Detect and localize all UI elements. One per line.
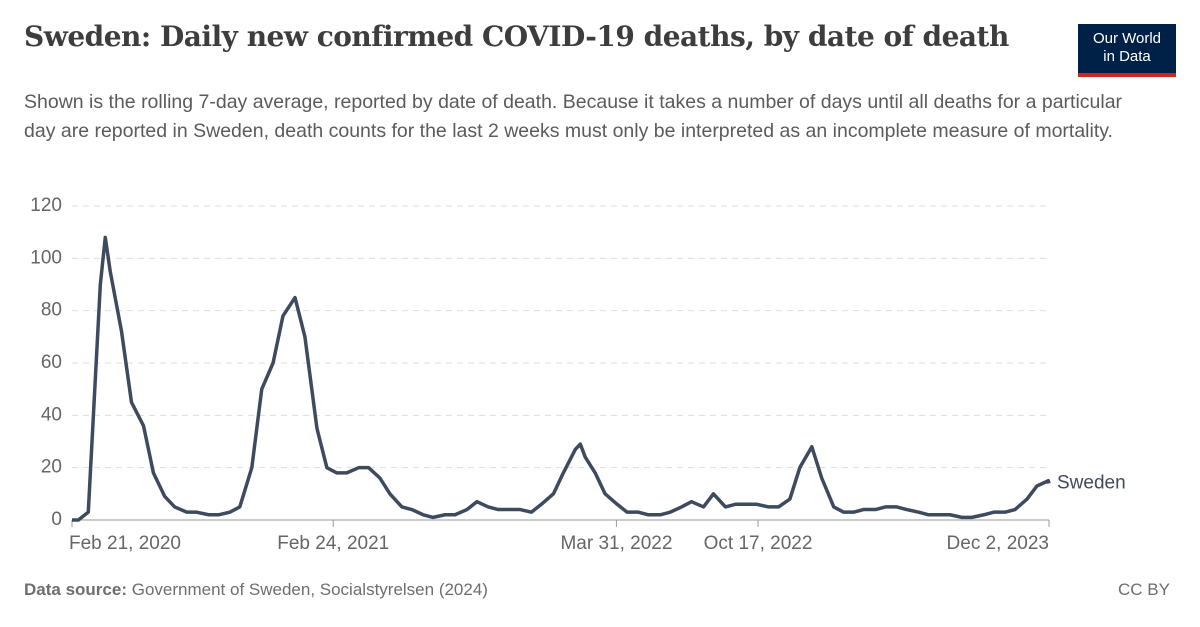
x-tick-label: Oct 17, 2022 bbox=[704, 533, 813, 554]
y-tick-label: 120 bbox=[30, 195, 62, 216]
x-tick-label: Feb 21, 2020 bbox=[69, 533, 181, 554]
logo-line: in Data bbox=[1103, 48, 1151, 65]
logo-line: Our World bbox=[1092, 30, 1162, 47]
chart-subtitle: Shown is the rolling 7-day average, repo… bbox=[24, 91, 1123, 142]
x-tick-label: Feb 24, 2021 bbox=[277, 533, 389, 554]
source: Government of Sweden, Socialstyrelsen (2… bbox=[131, 580, 488, 599]
y-tick-label: 0 bbox=[51, 509, 62, 530]
footer: Data source: Government of Sweden, Socia… bbox=[24, 580, 1170, 600]
license[interactable]: CC BY bbox=[1118, 580, 1170, 599]
source-label: Data source: bbox=[24, 580, 127, 599]
series-label: Sweden bbox=[1057, 472, 1126, 493]
y-tick-label: 80 bbox=[41, 300, 62, 321]
y-tick-label: 40 bbox=[41, 404, 62, 425]
y-tick-label: 60 bbox=[41, 352, 62, 373]
y-tick-label: 100 bbox=[30, 247, 62, 268]
logo[interactable]: Our World in Data bbox=[1078, 24, 1176, 77]
chart-title: Sweden: Daily new confirmed COVID-19 dea… bbox=[24, 20, 1009, 53]
x-tick-label: Dec 2, 2023 bbox=[947, 533, 1049, 554]
y-tick-label: 20 bbox=[41, 457, 62, 478]
line bbox=[72, 235, 1051, 522]
x-tick-label: Mar 31, 2022 bbox=[560, 533, 672, 554]
